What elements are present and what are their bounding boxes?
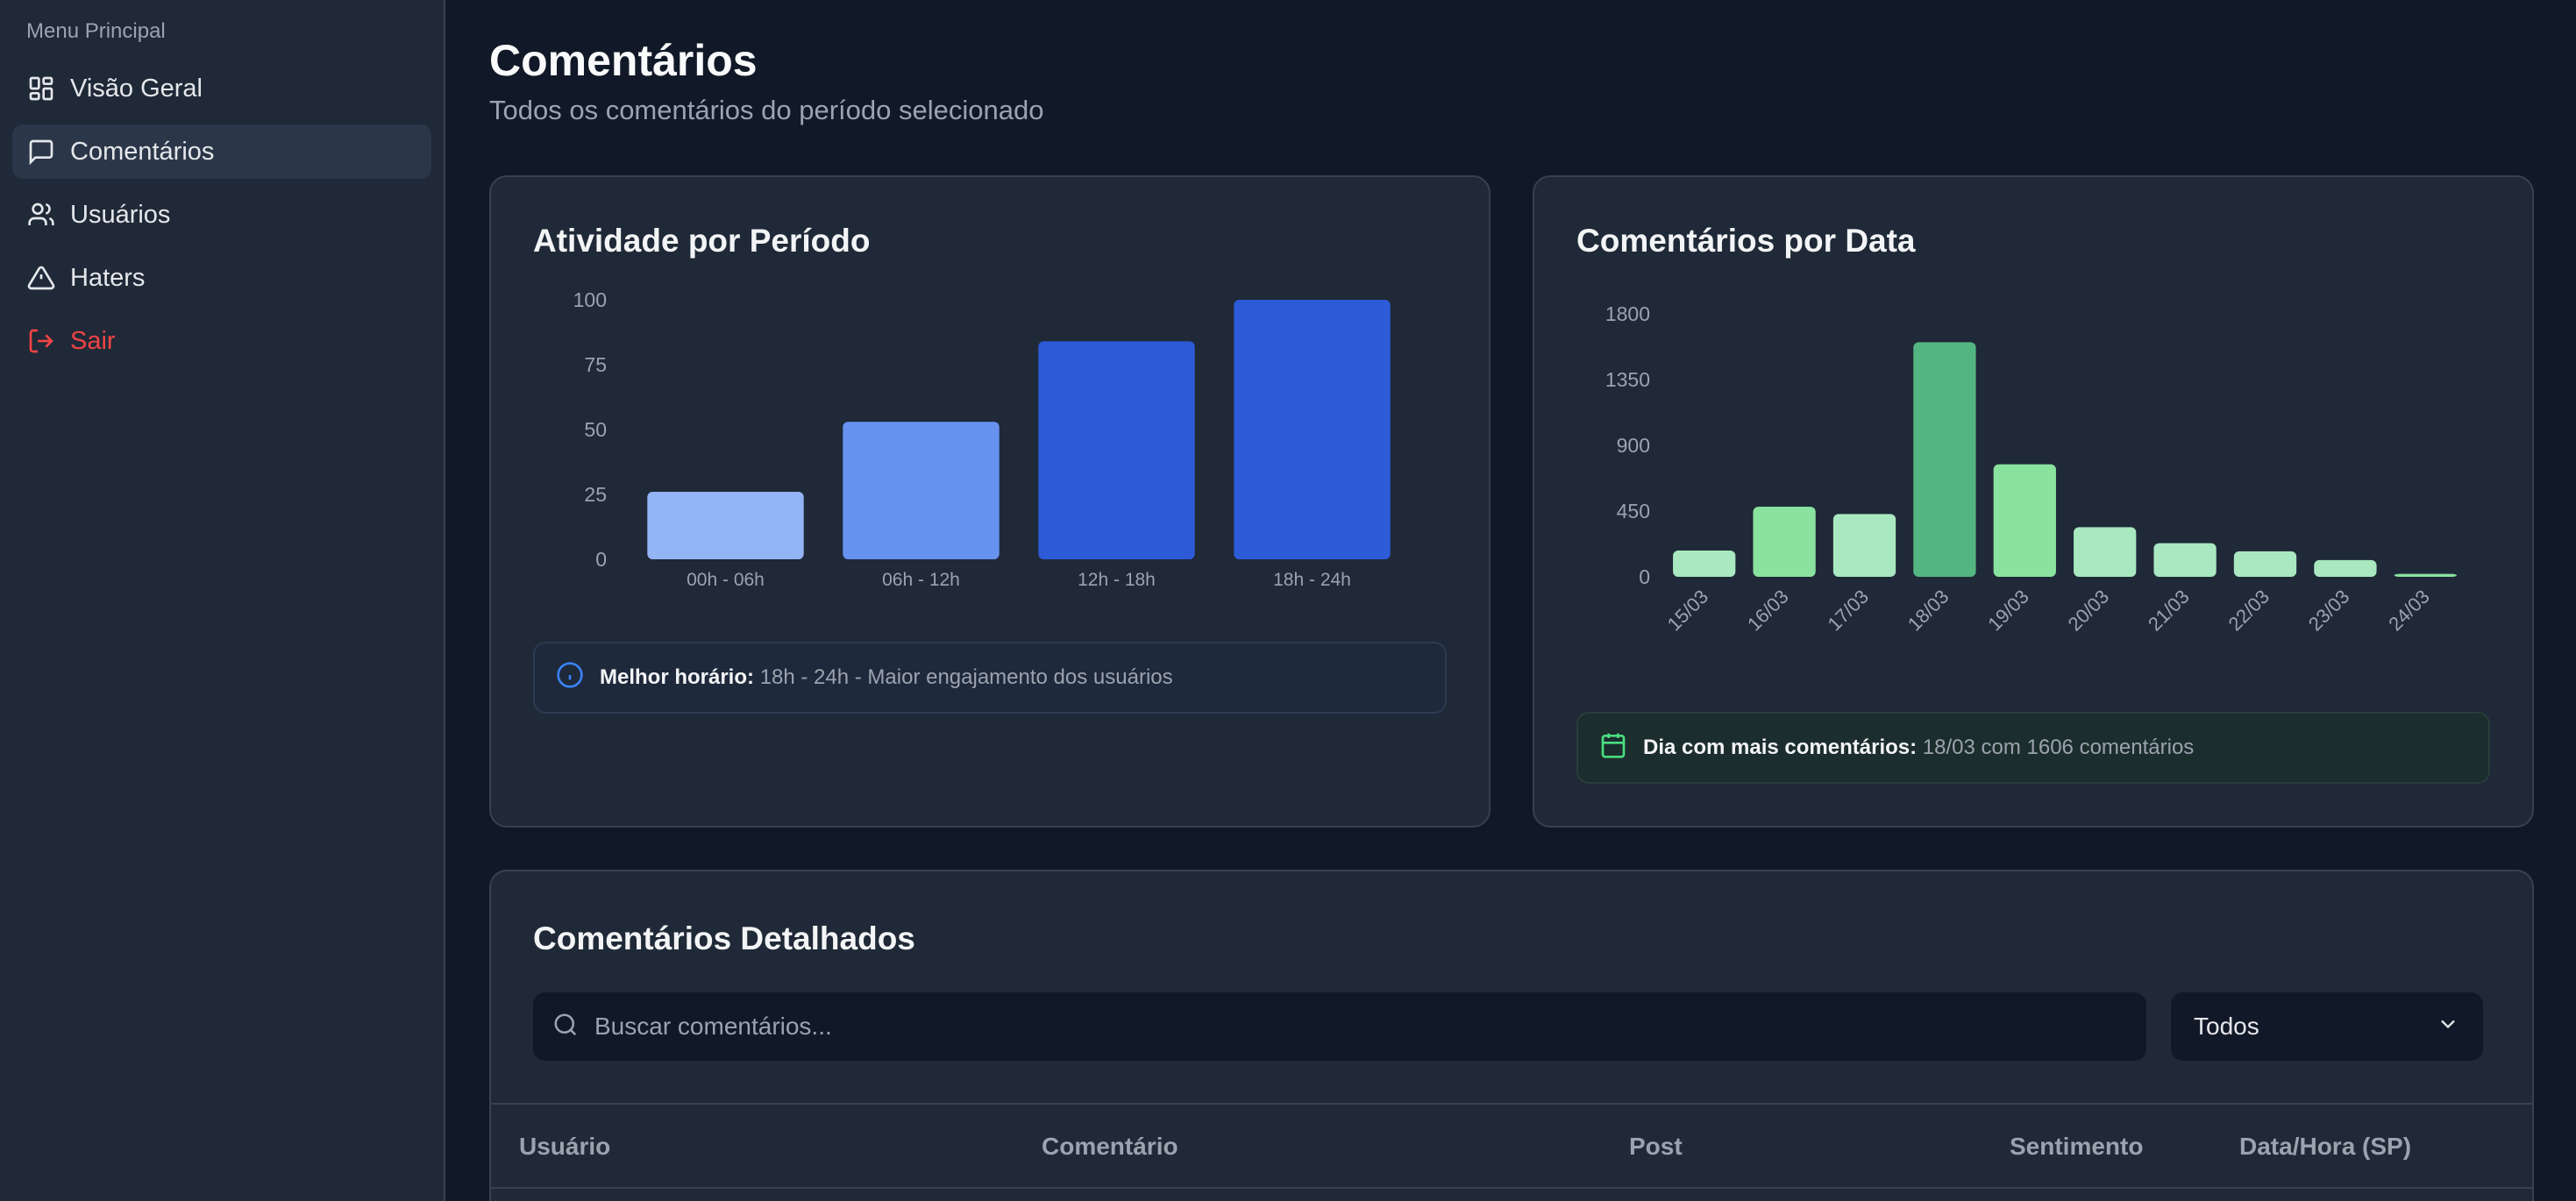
chevron-down-icon xyxy=(2436,1012,2460,1042)
activity-chart: 0 25 50 75 100 00h - 06h 06h - 12h 12h - 18h 18h… xyxy=(573,288,1391,590)
best-time-text: 18h - 24h - Maior engajamento dos usuári… xyxy=(759,665,1173,689)
sidebar-item-label: Sair xyxy=(70,326,116,355)
sidebar: Menu Principal Visão Geral Comentários U… xyxy=(0,0,445,1201)
x-tick-label: 17/03 xyxy=(1823,586,1873,636)
x-tick-label: 19/03 xyxy=(1983,586,2033,636)
x-tick-label: 22/03 xyxy=(2224,586,2274,636)
x-tick-label: 12h - 18h xyxy=(1078,570,1156,590)
sidebar-item-usuarios[interactable]: Usuários xyxy=(12,188,431,242)
calendar-icon xyxy=(1599,731,1627,765)
message-square-icon xyxy=(26,137,56,167)
sidebar-item-label: Comentários xyxy=(70,137,215,166)
bar[interactable] xyxy=(2153,543,2217,577)
column-header-usuario[interactable]: Usuário xyxy=(519,1133,611,1160)
bar[interactable] xyxy=(1993,464,2056,577)
y-tick-label: 450 xyxy=(1617,500,1650,522)
bar[interactable] xyxy=(1913,342,1976,577)
y-tick-label: 1350 xyxy=(1605,368,1650,391)
filter-value: Todos xyxy=(2194,1013,2259,1040)
y-tick-label: 0 xyxy=(595,548,607,571)
sidebar-item-label: Haters xyxy=(70,263,146,292)
users-icon xyxy=(26,200,56,230)
column-header-data-hora[interactable]: Data/Hora (SP) xyxy=(2239,1133,2412,1160)
bar[interactable] xyxy=(1038,341,1195,559)
activity-card: Atividade por Período 0 25 50 75 100 00h - 06… xyxy=(489,175,1491,828)
sidebar-item-label: Visão Geral xyxy=(70,74,203,103)
y-tick-label: 0 xyxy=(1639,565,1650,588)
bar[interactable] xyxy=(1234,300,1391,559)
y-tick-label: 75 xyxy=(584,353,607,376)
sidebar-item-label: Usuários xyxy=(70,200,171,229)
x-tick-label: 23/03 xyxy=(2304,586,2354,636)
activity-title: Atividade por Período xyxy=(533,223,871,259)
bar[interactable] xyxy=(1753,507,1816,577)
y-tick-label: 25 xyxy=(584,483,607,506)
table-header: Usuário Comentário Post Sentimento Data/… xyxy=(491,1103,2534,1189)
column-header-comentario[interactable]: Comentário xyxy=(1042,1133,1178,1160)
column-header-post[interactable]: Post xyxy=(1629,1133,1683,1160)
sidebar-item-visao-geral[interactable]: Visão Geral xyxy=(12,61,431,116)
x-tick-label: 00h - 06h xyxy=(687,570,765,590)
info-icon xyxy=(556,661,584,695)
y-tick-label: 50 xyxy=(584,418,607,441)
search-icon xyxy=(552,1012,579,1042)
bar[interactable] xyxy=(2233,551,2297,577)
x-tick-label: 18h - 24h xyxy=(1273,570,1351,590)
bar[interactable] xyxy=(2394,573,2457,577)
page-subtitle: Todos os comentários do período selecion… xyxy=(489,95,1044,125)
search-field[interactable] xyxy=(533,992,2146,1061)
sidebar-item-sair[interactable]: Sair xyxy=(12,314,431,368)
x-tick-label: 16/03 xyxy=(1743,586,1793,636)
x-tick-label: 15/03 xyxy=(1663,586,1713,636)
bar[interactable] xyxy=(2074,527,2137,577)
details-card: Comentários Detalhados Todos Usuário Com… xyxy=(489,870,2534,1201)
alert-triangle-icon xyxy=(26,263,56,293)
bar[interactable] xyxy=(2314,559,2377,577)
x-tick-label: 24/03 xyxy=(2384,586,2434,636)
search-input[interactable] xyxy=(594,1013,2085,1041)
top-day-text: 18/03 com 1606 comentários xyxy=(1922,736,2195,759)
details-title: Comentários Detalhados xyxy=(533,920,915,956)
dashboard-icon xyxy=(26,74,56,103)
top-day-label: Dia com mais comentários: xyxy=(1643,736,1918,759)
bar[interactable] xyxy=(1673,551,1736,577)
by-date-card: Comentários por Data 0 450 900 1350 1800 15/0… xyxy=(1533,175,2534,828)
y-tick-label: 1800 xyxy=(1605,302,1650,325)
sidebar-title: Menu Principal xyxy=(26,19,166,43)
logout-icon xyxy=(26,326,56,356)
page-title: Comentários xyxy=(489,36,758,85)
sidebar-item-haters[interactable]: Haters xyxy=(12,251,431,305)
x-tick-label: 21/03 xyxy=(2144,586,2194,636)
x-tick-label: 20/03 xyxy=(2064,586,2114,636)
y-tick-label: 900 xyxy=(1617,434,1650,457)
x-tick-label: 18/03 xyxy=(1904,586,1953,636)
sidebar-item-comentarios[interactable]: Comentários xyxy=(12,124,431,179)
best-time-label: Melhor horário: xyxy=(600,665,755,689)
best-time-info: Melhor horário: 18h - 24h - Maior engaja… xyxy=(533,642,1447,714)
sentiment-filter-select[interactable]: Todos xyxy=(2171,992,2483,1061)
bar[interactable] xyxy=(647,492,804,559)
bar[interactable] xyxy=(843,422,1000,559)
by-date-title: Comentários por Data xyxy=(1576,223,1916,259)
x-tick-label: 06h - 12h xyxy=(882,570,960,590)
bar[interactable] xyxy=(1832,514,1896,577)
top-day-info: Dia com mais comentários: 18/03 com 1606… xyxy=(1576,712,2490,784)
column-header-sentimento[interactable]: Sentimento xyxy=(2010,1133,2144,1160)
y-tick-label: 100 xyxy=(573,288,607,311)
by-date-chart: 0 450 900 1350 1800 15/03 16/03 17/03 18/03 19/03… xyxy=(1605,302,2457,636)
